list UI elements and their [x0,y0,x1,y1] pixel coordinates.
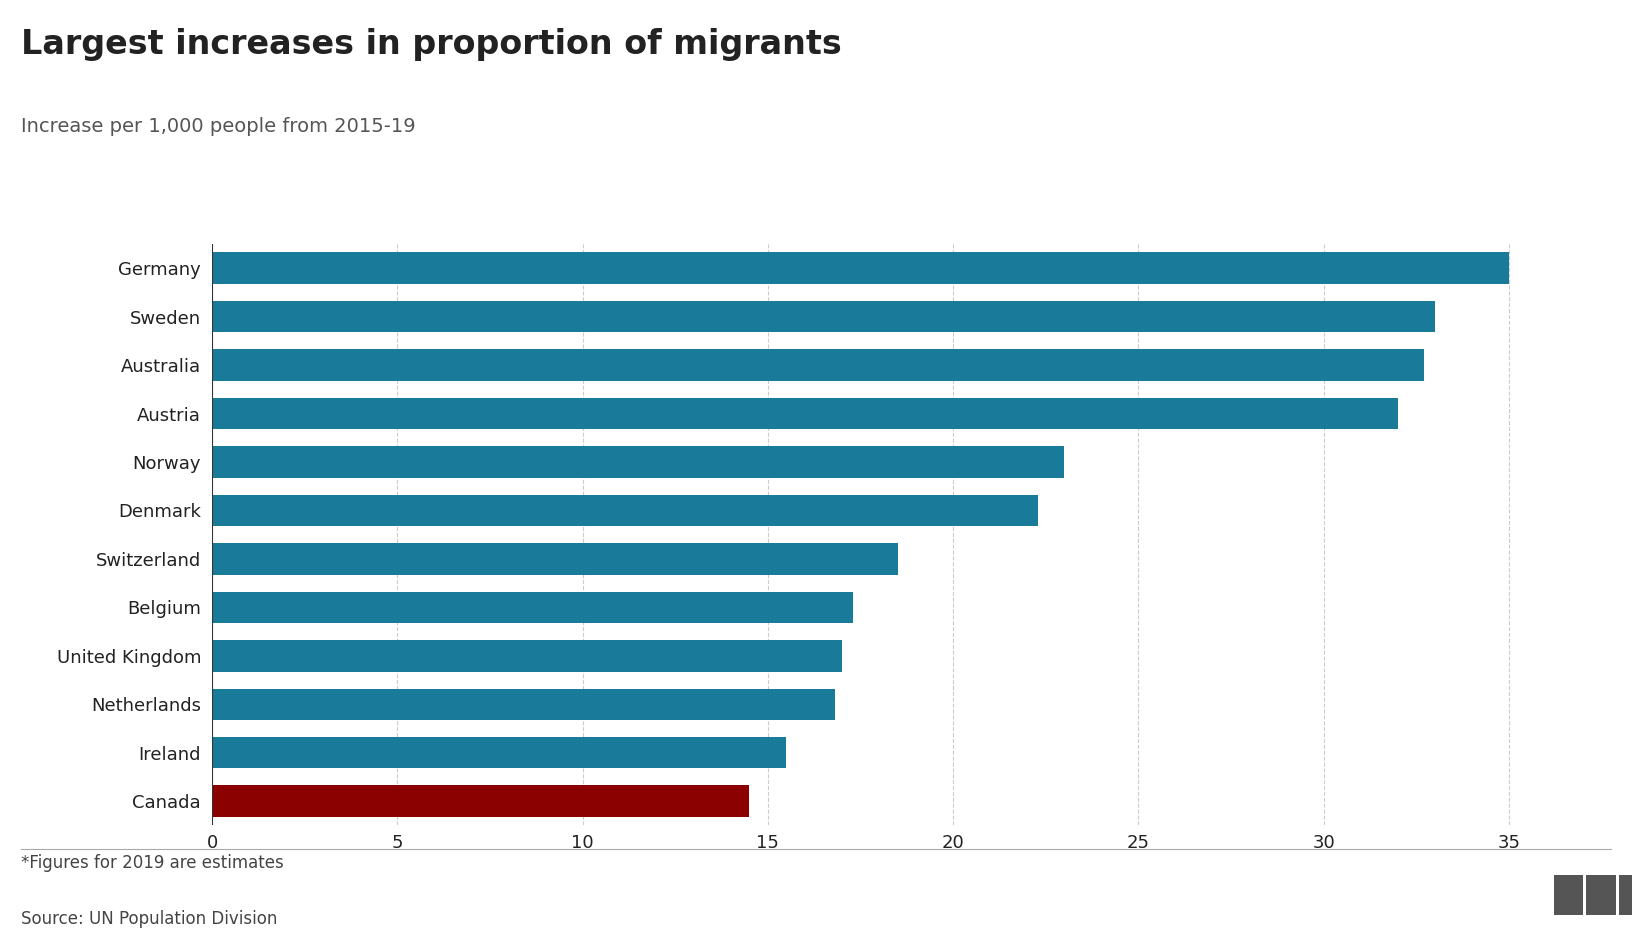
Bar [212,543,898,575]
Bar [212,688,834,720]
Bar [212,737,787,768]
Text: Source: UN Population Division: Source: UN Population Division [21,910,277,928]
Text: B: B [1562,887,1575,902]
Text: B: B [1594,887,1608,902]
Bar [212,252,1510,284]
Bar [212,640,842,672]
Bar [212,592,854,623]
Text: *Figures for 2019 are estimates: *Figures for 2019 are estimates [21,854,284,871]
Bar [212,785,749,817]
Text: Largest increases in proportion of migrants: Largest increases in proportion of migra… [21,28,842,61]
Text: Increase per 1,000 people from 2015-19: Increase per 1,000 people from 2015-19 [21,117,416,136]
Bar [212,494,1038,526]
Bar [212,301,1435,332]
Bar [212,349,1423,381]
Bar [212,398,1397,430]
Bar [212,446,1064,477]
Text: C: C [1629,887,1632,902]
